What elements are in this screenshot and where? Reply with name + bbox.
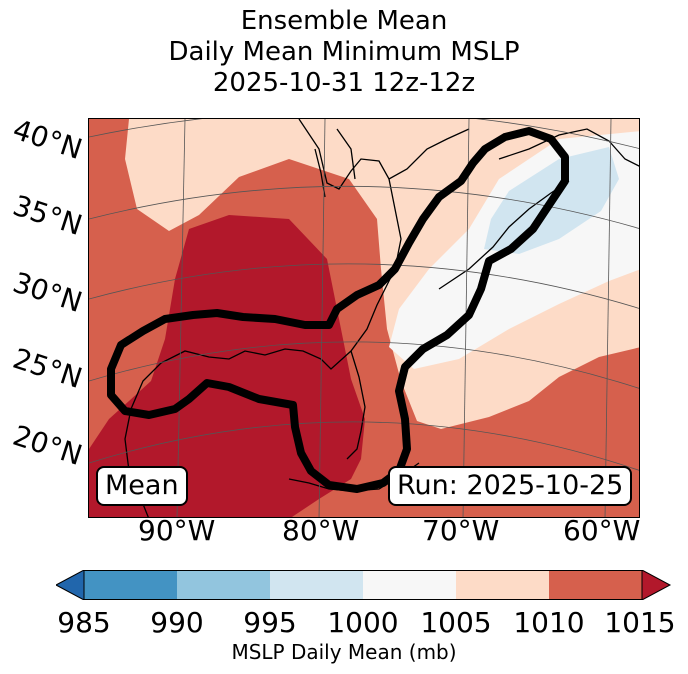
mean-label-box: Mean	[96, 466, 188, 506]
colorbar-segment-1010-1015	[549, 570, 642, 600]
ensemble-outline-contour	[107, 127, 569, 493]
lon-label-60w: 60°W	[563, 514, 641, 547]
colorbar-tick-985: 985	[57, 606, 111, 639]
title-line-2: Daily Mean Minimum MSLP	[168, 37, 520, 67]
colorbar-segment-1005-1010	[456, 570, 549, 600]
lon-label-90w: 90°W	[138, 514, 216, 547]
map-canvas	[89, 119, 639, 517]
colorbar-tick-990: 990	[150, 606, 204, 639]
colorbar-tick-1015: 1015	[604, 606, 676, 639]
colorbar-tick-1005: 1005	[420, 606, 492, 639]
colorbar-tick-1000: 1000	[327, 606, 399, 639]
colorbar-under-arrow	[56, 570, 85, 600]
colorbar-frame	[83, 570, 643, 600]
graticule	[89, 119, 639, 517]
figure-title: Ensemble Mean Daily Mean Minimum MSLP 20…	[0, 6, 688, 99]
colorbar	[56, 570, 672, 600]
lon-label-70w: 70°W	[422, 514, 500, 547]
colorbar-segment-995-1000	[270, 570, 363, 600]
lat-label-20: 20°N	[8, 418, 87, 473]
colorbar-over-arrow	[641, 570, 672, 600]
lon-label-80w: 80°W	[282, 514, 360, 547]
colorbar-tick-1010: 1010	[513, 606, 585, 639]
colorbar-segment-1000-1005	[363, 570, 456, 600]
title-line-1: Ensemble Mean	[240, 6, 448, 36]
colorbar-tick-995: 995	[243, 606, 297, 639]
colorbar-segment-985-990	[84, 570, 177, 600]
lat-label-25: 25°N	[8, 341, 87, 396]
map-panel[interactable]	[88, 118, 640, 518]
run-label-box: Run: 2025-10-25	[388, 466, 633, 506]
title-line-3: 2025-10-31 12z-12z	[212, 68, 476, 98]
lat-label-30: 30°N	[8, 265, 87, 320]
lat-label-40: 40°N	[8, 112, 87, 167]
lat-label-35: 35°N	[8, 188, 87, 243]
colorbar-label: MSLP Daily Mean (mb)	[231, 640, 457, 664]
colorbar-segment-990-995	[177, 570, 270, 600]
